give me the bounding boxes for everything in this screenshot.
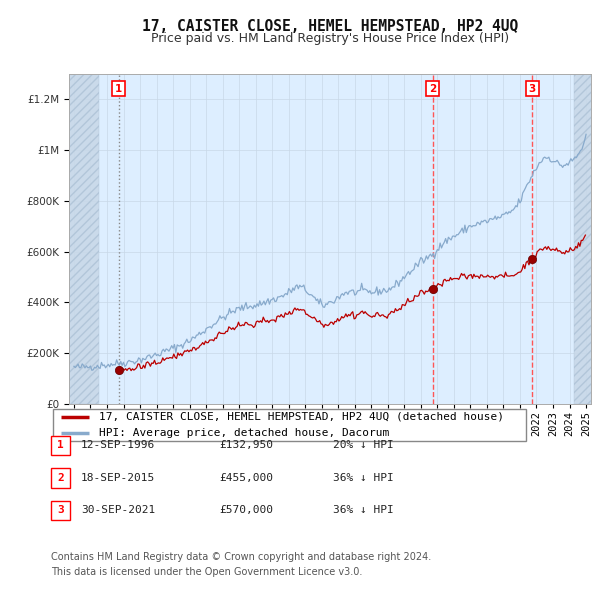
Text: 30-SEP-2021: 30-SEP-2021 bbox=[81, 506, 155, 515]
Text: 17, CAISTER CLOSE, HEMEL HEMPSTEAD, HP2 4UQ (detached house): 17, CAISTER CLOSE, HEMEL HEMPSTEAD, HP2 … bbox=[99, 412, 504, 421]
Text: 2: 2 bbox=[57, 473, 64, 483]
Text: 20% ↓ HPI: 20% ↓ HPI bbox=[333, 441, 394, 450]
Text: Price paid vs. HM Land Registry's House Price Index (HPI): Price paid vs. HM Land Registry's House … bbox=[151, 32, 509, 45]
Text: 18-SEP-2015: 18-SEP-2015 bbox=[81, 473, 155, 483]
Bar bbox=[574, 74, 595, 404]
Text: 17, CAISTER CLOSE, HEMEL HEMPSTEAD, HP2 4UQ: 17, CAISTER CLOSE, HEMEL HEMPSTEAD, HP2 … bbox=[142, 19, 518, 34]
Text: 36% ↓ HPI: 36% ↓ HPI bbox=[333, 473, 394, 483]
Bar bbox=[65, 74, 99, 404]
Text: HPI: Average price, detached house, Dacorum: HPI: Average price, detached house, Daco… bbox=[99, 428, 389, 438]
Text: £570,000: £570,000 bbox=[219, 506, 273, 515]
Text: 1: 1 bbox=[115, 84, 122, 94]
Text: 12-SEP-1996: 12-SEP-1996 bbox=[81, 441, 155, 450]
Text: £132,950: £132,950 bbox=[219, 441, 273, 450]
Text: 1: 1 bbox=[57, 441, 64, 450]
Text: 3: 3 bbox=[57, 506, 64, 515]
Text: This data is licensed under the Open Government Licence v3.0.: This data is licensed under the Open Gov… bbox=[51, 567, 362, 577]
Text: £455,000: £455,000 bbox=[219, 473, 273, 483]
Text: 36% ↓ HPI: 36% ↓ HPI bbox=[333, 506, 394, 515]
Text: Contains HM Land Registry data © Crown copyright and database right 2024.: Contains HM Land Registry data © Crown c… bbox=[51, 552, 431, 562]
Text: 2: 2 bbox=[429, 84, 436, 94]
Text: 3: 3 bbox=[529, 84, 536, 94]
FancyBboxPatch shape bbox=[53, 409, 526, 441]
